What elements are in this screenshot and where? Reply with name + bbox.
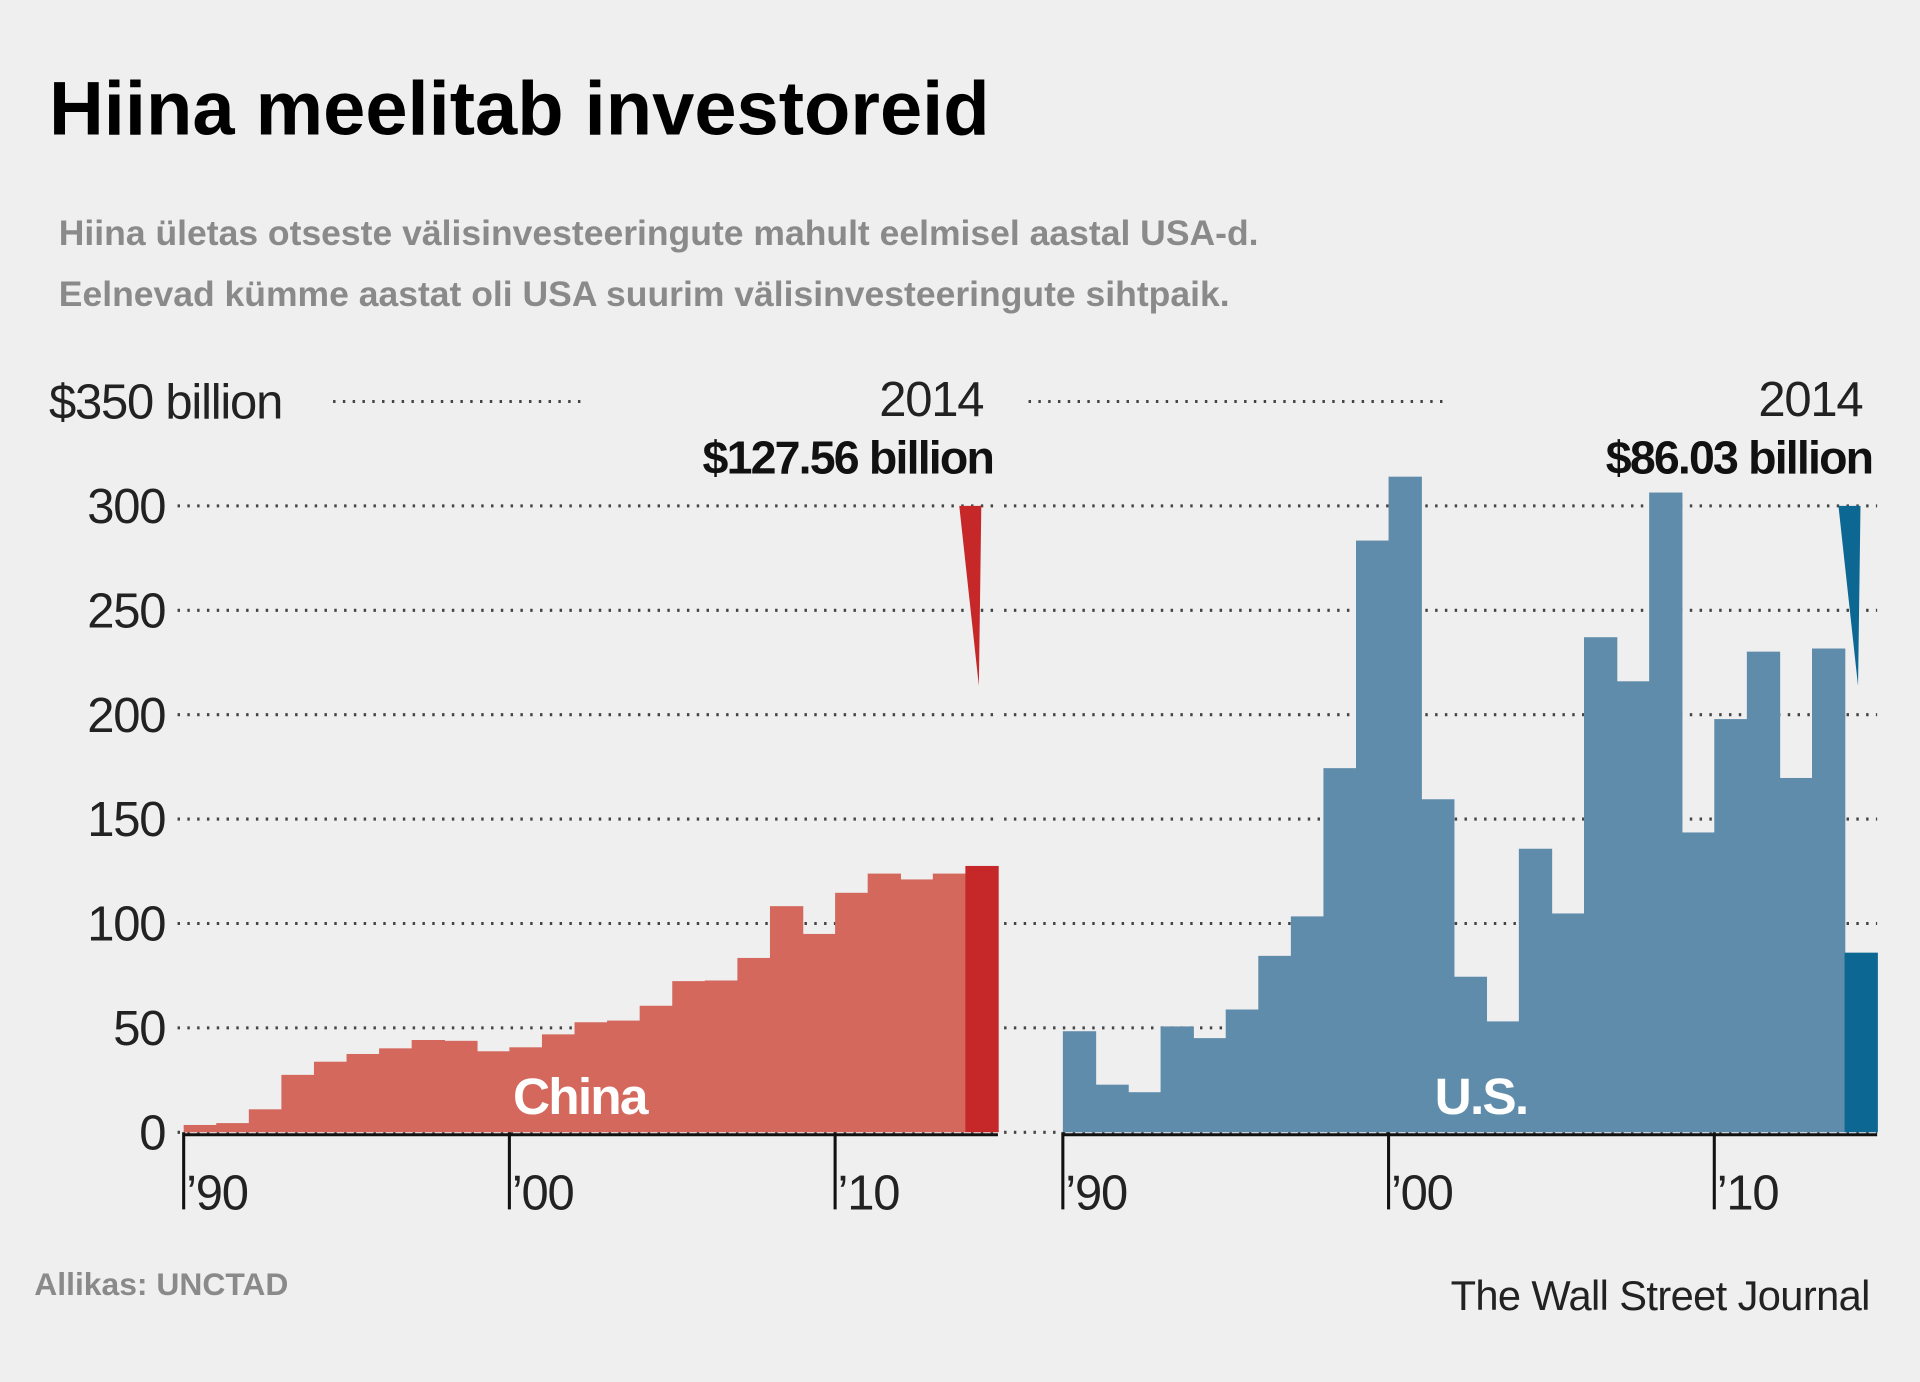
bar [1844,952,1878,1133]
y-tick-label: 200 [87,689,165,743]
bar [379,1048,413,1133]
bar [1518,848,1553,1133]
bar [444,1040,478,1133]
bar [1193,1038,1227,1133]
x-tick-label: ’00 [1391,1166,1453,1220]
source: Allikas: UNCTAD [34,1266,288,1302]
bar [1551,913,1585,1133]
bar [1323,768,1357,1133]
chart-title: Hiina meelitab investoreid [49,67,990,152]
x-tick-label: ’90 [186,1166,248,1220]
bar [281,1074,315,1133]
bar [509,1047,543,1133]
subtitle: Hiina ületas otseste välisinvesteeringut… [59,213,1259,253]
bar [346,1053,380,1133]
bar [313,1061,348,1133]
bar [1421,799,1455,1133]
bar [867,873,901,1133]
bar [411,1039,445,1133]
bar [574,1022,608,1133]
bar [1812,648,1846,1133]
x-tick-label: ’00 [512,1166,574,1220]
data-label: $86.03 billion [1606,432,1872,484]
y-tick-label: 0 [139,1106,165,1160]
bar [1160,1026,1194,1133]
bar [476,1051,511,1133]
bar [639,1005,673,1133]
bar [183,1124,217,1133]
bar [1290,916,1325,1133]
bar [1616,681,1650,1133]
bar [248,1109,283,1133]
y-tick-label: $350 billion [49,376,282,430]
bar [1258,955,1292,1133]
bar [1779,777,1813,1133]
y-tick-label: 300 [87,480,165,534]
y-tick-label: 50 [113,1002,165,1056]
x-tick-label: ’10 [838,1166,900,1220]
bar [1714,719,1748,1133]
bar [1225,1009,1260,1133]
bar [900,879,934,1133]
y-tick-label: 250 [87,584,165,638]
bar [1486,1021,1520,1133]
bar [1356,540,1390,1133]
annotation-year: 2014 [1758,373,1862,427]
bar [1388,476,1422,1133]
bar [737,957,771,1133]
bar [704,980,739,1133]
bar [607,1020,641,1133]
y-tick-label: 100 [87,898,165,952]
data-label: $127.56 billion [703,432,994,484]
bar [1062,1031,1097,1133]
bar [541,1034,576,1133]
bar [1681,832,1716,1133]
series-label: China [513,1067,649,1125]
bar [1746,651,1781,1133]
bar [835,892,869,1133]
bar [216,1123,250,1133]
subtitle: Eelnevad kümme aastat oli USA suurim väl… [59,274,1230,314]
bar [802,933,836,1133]
pointer [959,505,982,686]
bar [1649,492,1683,1133]
bar [1128,1092,1162,1133]
annotation-year: 2014 [879,373,983,427]
bar [965,865,999,1133]
y-tick-label: 150 [87,793,165,847]
bar [769,906,804,1133]
credit: The Wall Street Journal [1451,1272,1870,1319]
bar [1453,976,1488,1133]
x-tick-label: ’10 [1717,1166,1779,1220]
bar [1584,637,1618,1133]
pointer [1838,505,1861,686]
series-label: U.S. [1435,1067,1528,1125]
x-tick-label: ’90 [1065,1166,1127,1220]
bar [1095,1084,1129,1133]
bar [932,873,967,1133]
bar [672,981,706,1133]
